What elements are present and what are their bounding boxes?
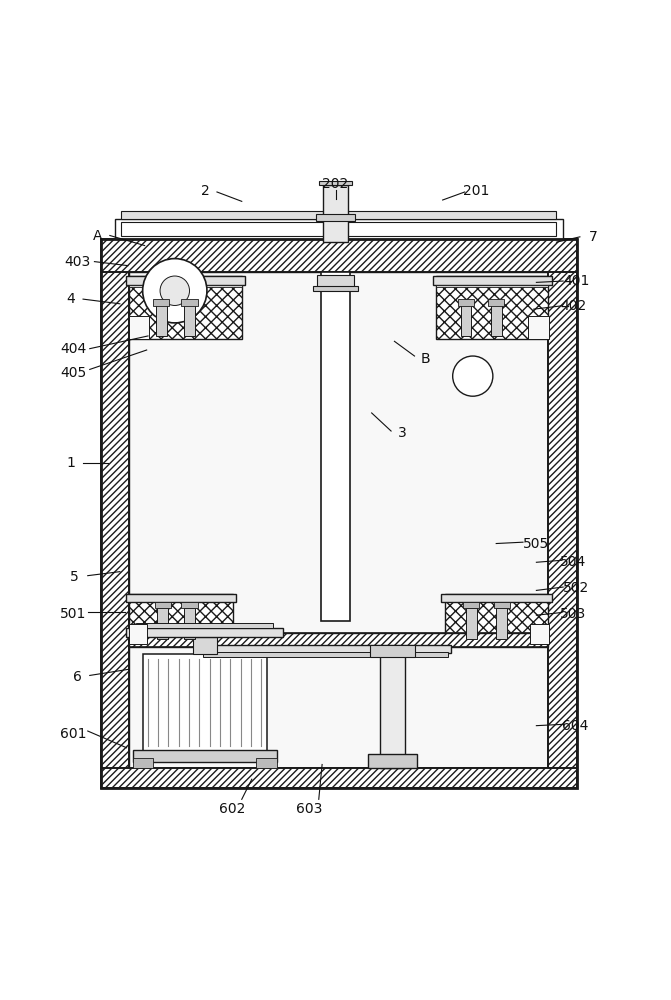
Bar [126,276,245,285]
Text: 501: 501 [60,607,86,621]
Bar [436,276,548,339]
Bar [158,608,168,639]
Bar [101,768,576,788]
Bar [370,645,415,657]
Bar [442,594,552,602]
Text: A: A [93,229,103,243]
Bar [458,299,474,306]
Bar [129,624,148,644]
Text: 202: 202 [322,177,349,191]
Text: 503: 503 [560,607,586,621]
Bar [115,219,563,239]
Bar [445,594,548,644]
Bar [528,316,549,339]
Text: 404: 404 [60,342,86,356]
Bar [319,181,352,185]
Bar [184,302,195,336]
Bar [130,285,242,287]
Bar [126,628,283,637]
Text: 1: 1 [66,456,75,470]
Text: 603: 603 [295,802,322,816]
Bar [203,652,448,657]
Circle shape [143,259,207,323]
Bar [181,299,197,306]
Bar [121,222,556,236]
Text: B: B [421,352,431,366]
Bar [491,302,501,336]
Bar [464,602,480,608]
Text: 7: 7 [589,230,598,244]
Bar [316,214,355,221]
Text: 403: 403 [64,255,91,269]
Bar [101,239,130,788]
Bar [133,758,153,768]
Bar [497,608,507,639]
Circle shape [160,276,189,305]
Text: 402: 402 [560,299,586,313]
Bar [130,272,548,768]
Bar [193,637,217,654]
Bar [130,633,548,647]
Bar [323,185,348,242]
Bar [313,286,358,291]
Bar [101,239,576,788]
Bar [130,276,242,339]
Bar [155,602,171,608]
Text: 201: 201 [463,184,489,198]
Bar [466,608,477,639]
Text: 3: 3 [398,426,407,440]
Bar [136,623,273,628]
Bar [126,594,236,602]
Bar [321,272,350,621]
Bar [529,624,549,644]
Bar [433,276,552,285]
Bar [143,654,266,751]
Bar [494,602,509,608]
Bar [488,299,504,306]
Text: 604: 604 [562,719,588,733]
Text: 502: 502 [564,581,590,595]
Circle shape [453,356,493,396]
Text: 505: 505 [523,537,550,551]
Bar [317,275,354,287]
Text: 5: 5 [70,570,79,584]
Bar [154,299,170,306]
Bar [368,754,417,768]
Bar [184,608,195,639]
Bar [380,647,405,768]
Bar [436,285,548,287]
Text: 504: 504 [560,555,586,569]
Text: 602: 602 [219,802,245,816]
Bar [200,645,451,653]
Text: 2: 2 [201,184,209,198]
Bar [130,633,548,647]
Text: 601: 601 [60,727,87,741]
Bar [181,602,197,608]
Bar [156,302,167,336]
Text: 6: 6 [73,670,82,684]
Bar [129,316,149,339]
Text: 4: 4 [66,292,75,306]
Bar [256,758,276,768]
Bar [101,239,576,272]
Text: 401: 401 [564,274,590,288]
Bar [133,750,276,762]
Bar [548,239,576,788]
Bar [121,211,556,219]
Text: 405: 405 [60,366,86,380]
Bar [461,302,472,336]
Bar [130,594,233,644]
